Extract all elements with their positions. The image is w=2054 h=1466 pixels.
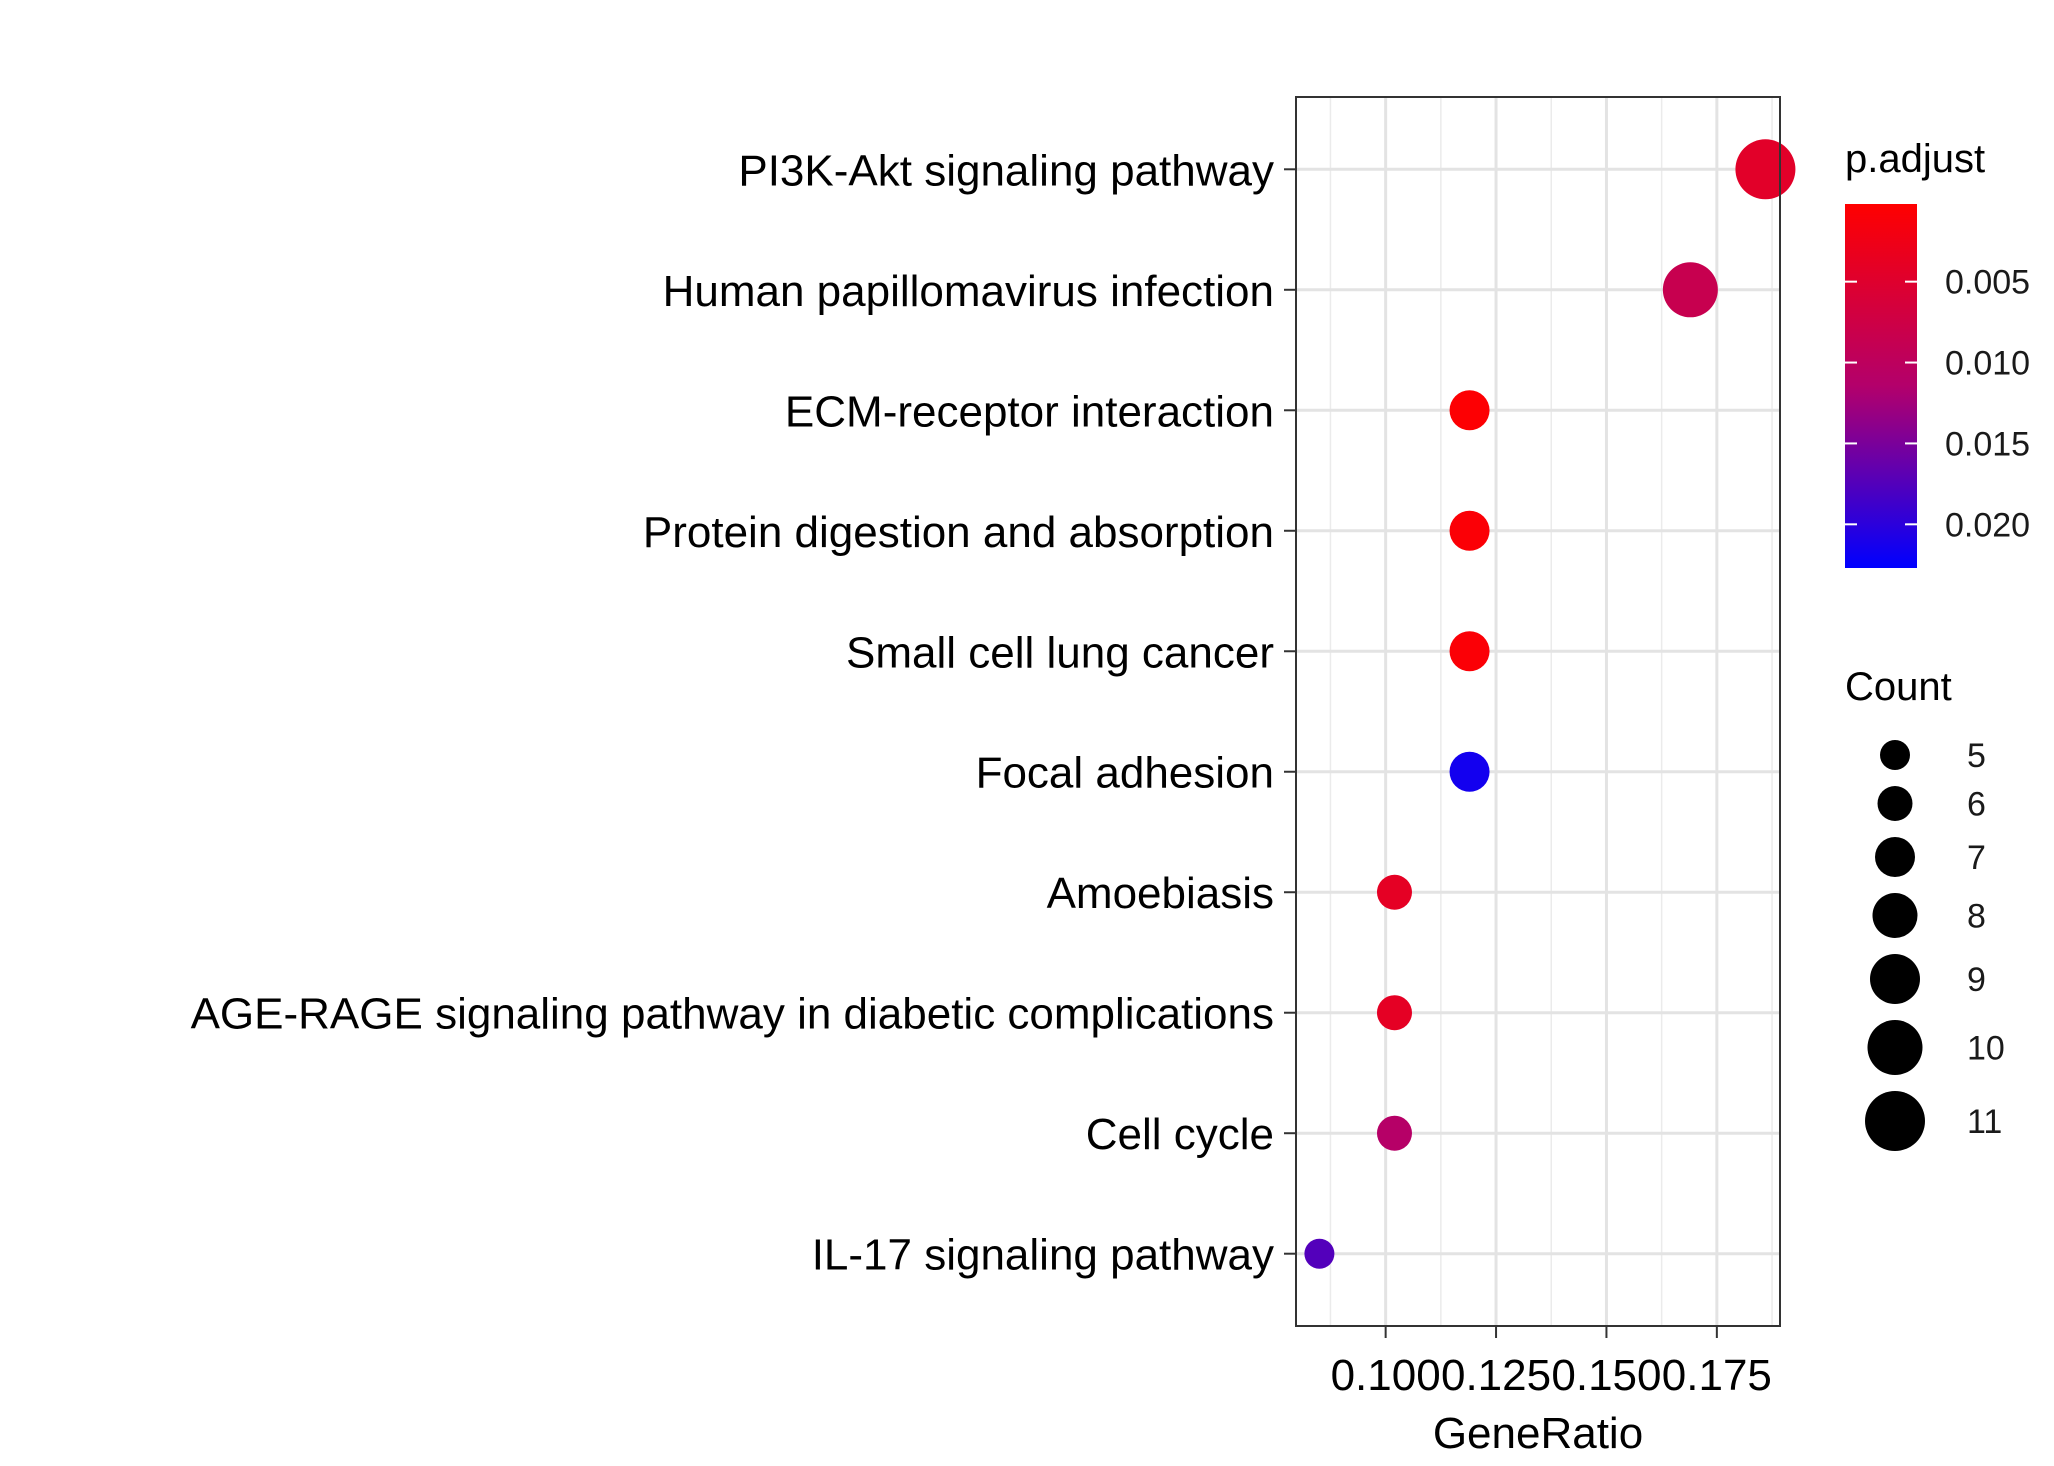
size-legend-dot bbox=[1867, 1020, 1923, 1075]
size-legend-dot bbox=[1880, 740, 1910, 770]
y-tick-label: AGE-RAGE signaling pathway in diabetic c… bbox=[191, 990, 1274, 1039]
y-tick-label: IL-17 signaling pathway bbox=[812, 1231, 1274, 1280]
y-axis: PI3K-Akt signaling pathway Human papillom… bbox=[191, 146, 1296, 1280]
data-point bbox=[1449, 390, 1490, 431]
size-legend-label: 5 bbox=[1967, 737, 1986, 775]
x-tick-label: 0.150 bbox=[1551, 1351, 1661, 1400]
data-point bbox=[1449, 510, 1490, 551]
size-legend-label: 6 bbox=[1967, 786, 1986, 824]
plot-panel-border bbox=[1295, 96, 1781, 1327]
y-tick-label: Protein digestion and absorption bbox=[643, 508, 1274, 557]
y-tick-label: Cell cycle bbox=[1086, 1110, 1274, 1159]
data-point bbox=[1304, 1238, 1335, 1269]
x-tick-label: 0.175 bbox=[1662, 1351, 1772, 1400]
size-legend-label: 7 bbox=[1967, 839, 1986, 877]
data-point bbox=[1449, 631, 1490, 672]
x-tick-label: 0.100 bbox=[1331, 1351, 1441, 1400]
size-legend-dot bbox=[1865, 1091, 1925, 1151]
x-axis-title: GeneRatio bbox=[1433, 1409, 1643, 1458]
y-tick-label: Human papillomavirus infection bbox=[663, 267, 1274, 316]
y-tick-label: ECM-receptor interaction bbox=[785, 387, 1274, 436]
y-tick-label: PI3K-Akt signaling pathway bbox=[738, 146, 1274, 195]
size-legend-dot bbox=[1877, 786, 1913, 821]
data-point bbox=[1376, 995, 1412, 1031]
data-point bbox=[1449, 751, 1490, 792]
data-point bbox=[1662, 262, 1718, 318]
color-legend-title: p.adjust bbox=[1845, 137, 1985, 181]
size-legend-items: 5 6 7 8 9 10 11 bbox=[1865, 737, 2005, 1151]
data-point bbox=[1376, 874, 1412, 910]
size-legend-title: Count bbox=[1845, 665, 1952, 709]
color-legend: p.adjust 0.005 0.010 0.015 0.020 bbox=[1845, 137, 2030, 568]
color-legend-tick-label: 0.010 bbox=[1945, 345, 2030, 383]
size-legend-dot bbox=[1875, 837, 1915, 877]
y-tick-label: Amoebiasis bbox=[1047, 869, 1274, 918]
data-points bbox=[1304, 139, 1796, 1269]
color-legend-bar bbox=[1845, 204, 1917, 568]
size-legend-label: 8 bbox=[1967, 898, 1986, 936]
size-legend-dot bbox=[1870, 954, 1920, 1004]
grid-lines bbox=[1296, 97, 1780, 1326]
size-legend-dot bbox=[1872, 893, 1918, 938]
size-legend-label: 10 bbox=[1967, 1030, 2005, 1068]
x-axis: 0.100 0.125 0.150 0.175 bbox=[1331, 1326, 1772, 1400]
color-legend-tick-label: 0.020 bbox=[1945, 506, 2030, 544]
size-legend-label: 9 bbox=[1967, 961, 1986, 999]
size-legend: Count 5 6 7 8 9 10 11 bbox=[1845, 665, 2005, 1151]
color-legend-ticks: 0.005 0.010 0.015 0.020 bbox=[1845, 264, 2030, 544]
color-legend-tick-label: 0.005 bbox=[1945, 264, 2030, 302]
size-legend-label: 11 bbox=[1967, 1103, 2002, 1141]
y-tick-label: Focal adhesion bbox=[976, 749, 1274, 798]
color-legend-tick-label: 0.015 bbox=[1945, 425, 2030, 463]
data-point bbox=[1376, 1115, 1412, 1151]
x-tick-label: 0.125 bbox=[1441, 1351, 1551, 1400]
y-tick-label: Small cell lung cancer bbox=[846, 628, 1274, 677]
data-point bbox=[1735, 139, 1796, 200]
